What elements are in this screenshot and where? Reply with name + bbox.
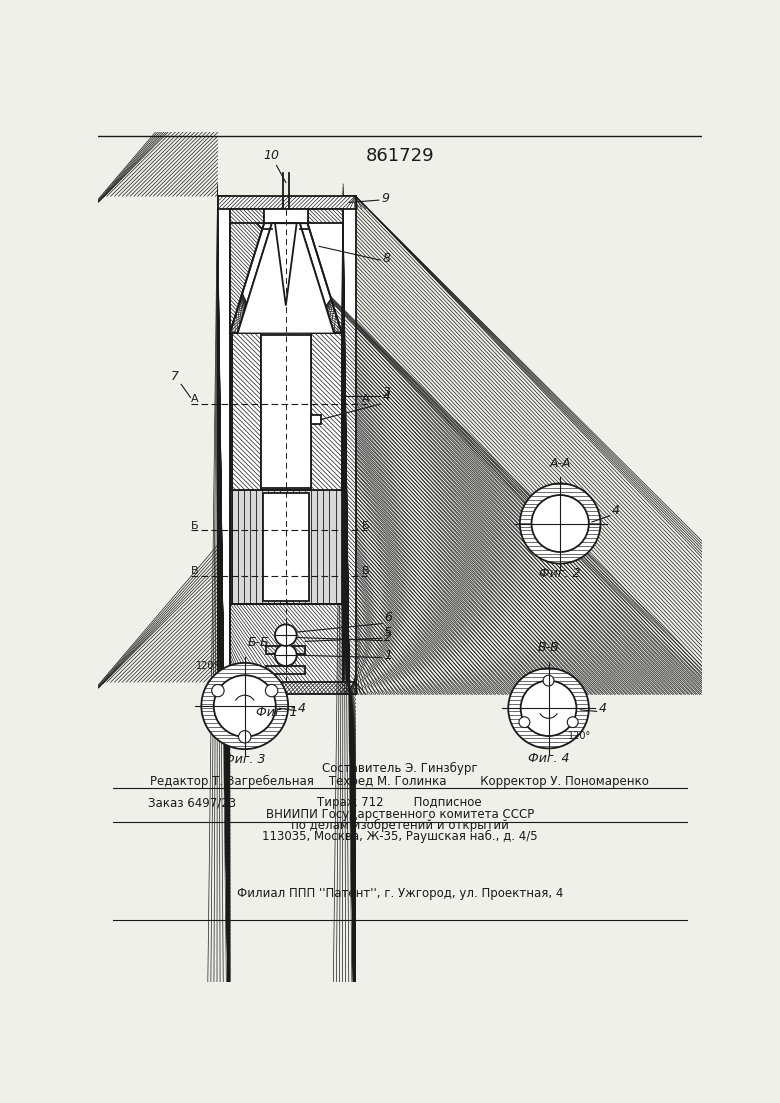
Text: 8: 8	[382, 251, 391, 265]
Circle shape	[275, 624, 296, 646]
Text: по делам изобретений и открытий: по делам изобретений и открытий	[291, 820, 509, 832]
Bar	[263, 493, 309, 601]
Text: Фиг. 3: Фиг. 3	[224, 753, 265, 765]
Polygon shape	[300, 223, 342, 333]
Text: Филиал ППП ''Патент'', г. Ужгород, ул. Проектная, 4: Филиал ППП ''Патент'', г. Ужгород, ул. П…	[236, 887, 563, 900]
Text: 6: 6	[384, 611, 392, 624]
Text: 10: 10	[264, 149, 280, 162]
Bar	[218, 682, 356, 695]
Text: 2: 2	[384, 631, 392, 644]
Circle shape	[239, 730, 251, 743]
Bar	[267, 646, 305, 654]
Text: 1: 1	[384, 649, 392, 662]
Text: Заказ 6497/23: Заказ 6497/23	[148, 796, 236, 810]
Text: А: А	[190, 394, 198, 404]
Text: 120°: 120°	[568, 731, 591, 741]
Bar	[310, 415, 321, 424]
Text: Составитель Э. Гинзбург: Составитель Э. Гинзбург	[322, 762, 477, 775]
Circle shape	[214, 675, 276, 737]
Polygon shape	[275, 223, 296, 306]
Circle shape	[265, 685, 278, 697]
Bar	[232, 333, 261, 491]
Text: 861729: 861729	[366, 147, 434, 165]
Text: 5: 5	[384, 625, 392, 639]
Text: 9: 9	[381, 192, 389, 205]
Text: Фиг. 1: Фиг. 1	[256, 706, 297, 719]
Text: В: В	[362, 566, 370, 577]
Bar	[261, 335, 310, 489]
Circle shape	[520, 483, 601, 564]
Text: 4: 4	[382, 390, 391, 403]
Bar	[218, 196, 230, 695]
Text: 120°: 120°	[196, 661, 219, 671]
Bar	[264, 208, 307, 223]
Text: ВНИИПИ Государственного комитета СССР: ВНИИПИ Государственного комитета СССР	[266, 808, 534, 822]
Bar	[230, 208, 264, 223]
Text: 4: 4	[599, 703, 607, 715]
Bar	[310, 333, 342, 491]
Bar	[230, 208, 343, 682]
Circle shape	[211, 685, 224, 697]
Circle shape	[543, 675, 554, 686]
Bar	[232, 491, 342, 604]
Text: В-В: В-В	[537, 641, 559, 654]
Polygon shape	[230, 223, 272, 333]
Text: 3: 3	[382, 386, 391, 398]
Polygon shape	[238, 223, 334, 333]
Text: Б: Б	[190, 521, 198, 531]
Text: 7: 7	[171, 371, 179, 384]
Text: 4: 4	[612, 504, 620, 517]
Bar	[343, 196, 356, 695]
Circle shape	[275, 644, 296, 666]
Circle shape	[521, 681, 576, 736]
Bar	[267, 666, 305, 674]
Text: А: А	[362, 394, 370, 404]
Bar	[307, 208, 343, 223]
Circle shape	[519, 717, 530, 728]
Bar	[218, 196, 356, 208]
Circle shape	[509, 668, 589, 748]
Circle shape	[567, 717, 578, 728]
Text: Б: Б	[362, 521, 370, 531]
Text: Тираж 712        Подписное: Тираж 712 Подписное	[317, 796, 482, 810]
Text: Редактор Т. Загребельная    Техред М. Голинка         Корректор У. Пономаренко: Редактор Т. Загребельная Техред М. Голин…	[151, 775, 649, 789]
Text: Фиг. 4: Фиг. 4	[528, 752, 569, 765]
Circle shape	[531, 495, 589, 552]
Text: Фиг. 2: Фиг. 2	[540, 567, 581, 580]
Text: 4: 4	[298, 703, 306, 715]
Text: Б-Б: Б-Б	[248, 636, 270, 649]
Text: 113035, Москва, Ж-35, Раушская наб., д. 4/5: 113035, Москва, Ж-35, Раушская наб., д. …	[262, 829, 537, 843]
Text: А-А: А-А	[549, 457, 571, 470]
Circle shape	[201, 663, 288, 749]
Text: В: В	[190, 566, 198, 577]
